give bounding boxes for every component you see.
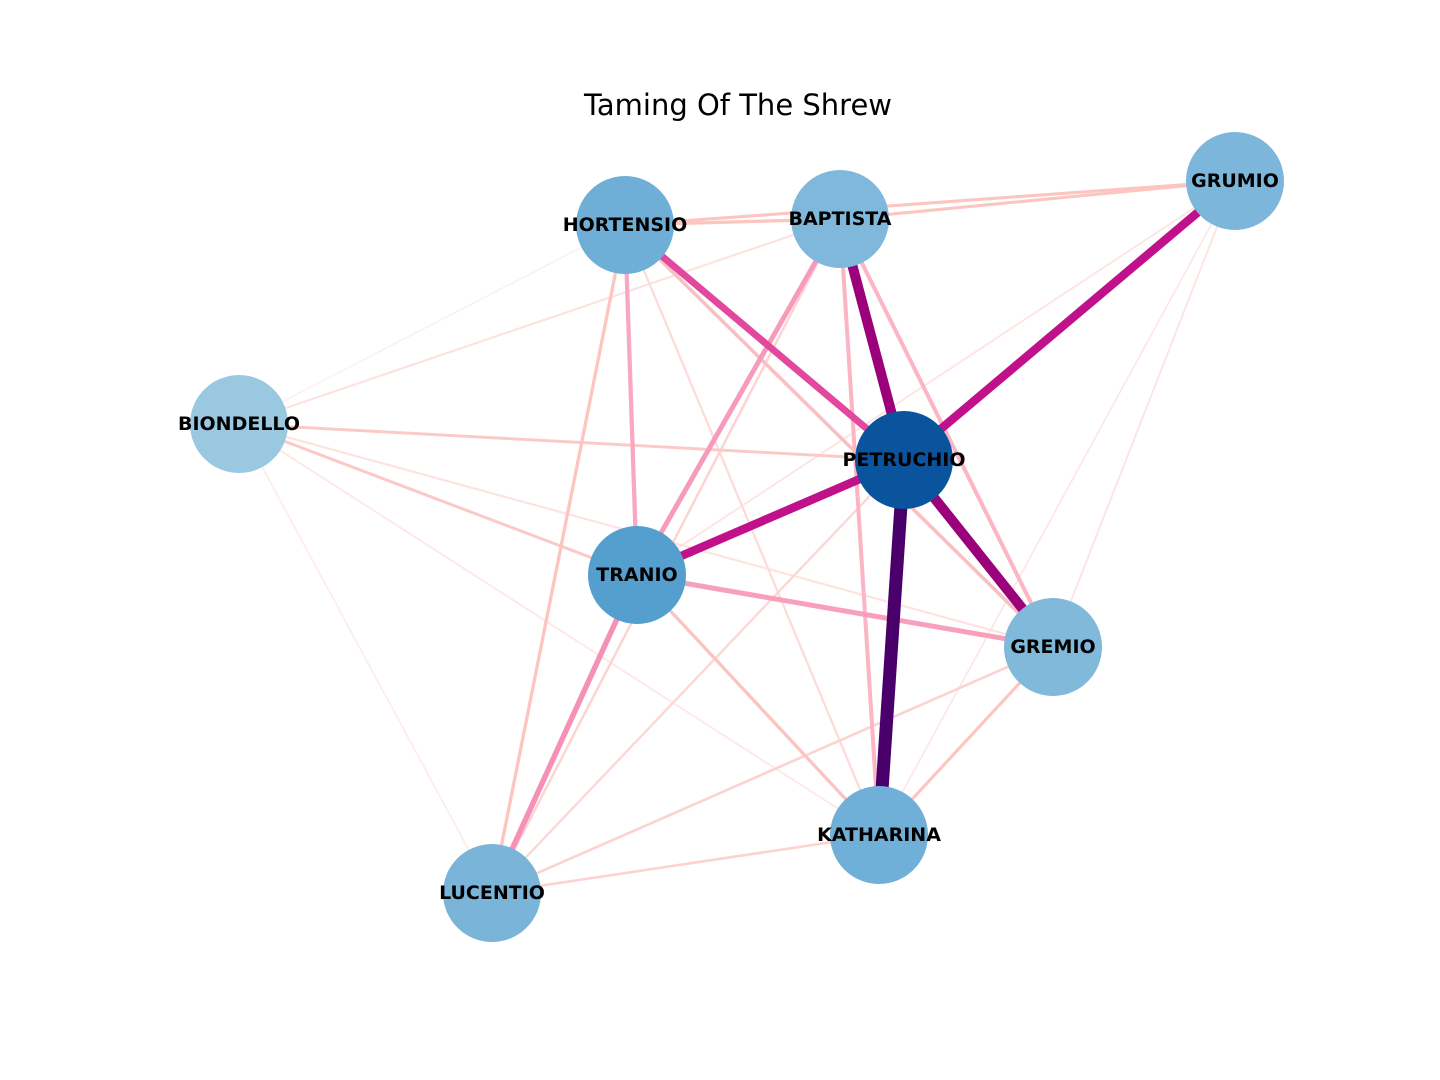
node-circle [443, 844, 541, 942]
node-label: PETRUCHIO [843, 449, 966, 471]
edge-baptista-katharina [837, 218, 882, 836]
node-biondello: BIONDELLO [178, 375, 300, 473]
node-label: HORTENSIO [563, 214, 688, 236]
node-circle [1186, 132, 1284, 230]
edge-biondello-katharina [238, 423, 880, 836]
edge-grumio-gremio [1052, 180, 1236, 648]
edge-baptista-gremio [838, 218, 1055, 648]
node-label: GRUMIO [1191, 170, 1279, 192]
edge-petruchio-hortensio [622, 222, 907, 463]
nodes-layer: PETRUCHIO TRANIO HORTENSIO KATHARINA GRUMIO B… [178, 132, 1284, 942]
node-katharina: KATHARINA [817, 786, 941, 884]
edge-hortensio-gremio [623, 223, 1055, 649]
node-label: KATHARINA [817, 824, 941, 846]
edge-tranio-biondello [238, 422, 638, 577]
edge-lucentio-katharina [491, 833, 880, 895]
node-hortensio: HORTENSIO [563, 176, 688, 274]
node-label: BAPTISTA [788, 208, 891, 230]
node-gremio: GREMIO [1004, 598, 1102, 696]
edge-tranio-lucentio [489, 573, 640, 895]
edge-grumio-tranio [636, 180, 1236, 576]
edge-hortensio-grumio [624, 179, 1236, 227]
chart-title: Taming Of The Shrew [583, 88, 893, 122]
edge-gremio-lucentio [491, 645, 1054, 895]
node-circle [830, 786, 928, 884]
edge-hortensio-lucentio [490, 224, 627, 894]
edge-petruchio-lucentio [491, 459, 905, 894]
edge-petruchio-grumio [901, 177, 1238, 464]
edge-tranio-gremio [636, 572, 1054, 650]
node-circle [1004, 598, 1102, 696]
node-label: GREMIO [1010, 636, 1095, 658]
edge-tranio-katharina [635, 573, 881, 837]
node-baptista: BAPTISTA [788, 170, 892, 268]
node-label: BIONDELLO [178, 413, 300, 435]
edge-baptista-grumio [839, 179, 1236, 221]
node-circle [855, 411, 953, 509]
edge-biondello-baptista [238, 217, 841, 426]
edges-layer [238, 177, 1238, 895]
edge-tranio-hortensio [622, 224, 640, 576]
edge-tranio-baptista [634, 217, 843, 577]
node-lucentio: LUCENTIO [439, 844, 545, 942]
node-circle [190, 375, 288, 473]
edge-biondello-lucentio [238, 423, 493, 894]
node-label: LUCENTIO [439, 882, 545, 904]
node-grumio: GRUMIO [1186, 132, 1284, 230]
edge-grumio-katharina [878, 180, 1236, 836]
node-tranio: TRANIO [588, 526, 686, 624]
edge-biondello-petruchio [238, 422, 905, 462]
node-petruchio: PETRUCHIO [843, 411, 966, 509]
node-circle [588, 526, 686, 624]
node-label: TRANIO [596, 564, 677, 586]
node-circle [791, 170, 889, 268]
node-circle [576, 176, 674, 274]
edge-biondello-hortensio [238, 224, 626, 425]
edge-petruchio-katharina [872, 459, 911, 836]
